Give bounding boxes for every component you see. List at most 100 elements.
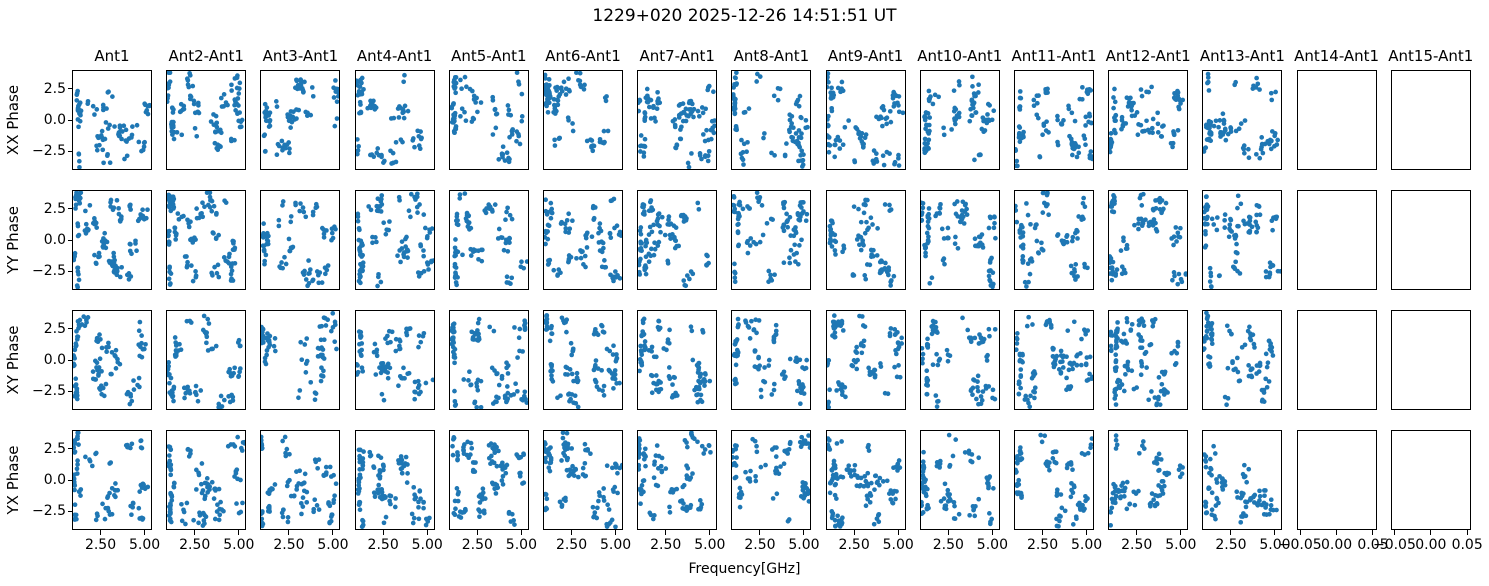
scatter-point bbox=[877, 475, 882, 481]
scatter-point bbox=[73, 449, 78, 455]
scatter-point bbox=[768, 272, 774, 278]
scatter-point bbox=[941, 132, 947, 138]
scatter-point bbox=[575, 404, 581, 409]
scatter-point bbox=[747, 106, 752, 111]
scatter-point bbox=[124, 391, 130, 397]
scatter-point bbox=[1151, 217, 1157, 222]
scatter-point bbox=[740, 206, 746, 212]
scatter-point bbox=[665, 260, 671, 266]
scatter-point bbox=[329, 512, 335, 518]
scatter-point bbox=[104, 344, 109, 350]
scatter-point bbox=[654, 106, 660, 112]
scatter-point bbox=[707, 443, 712, 449]
scatter-point bbox=[732, 475, 738, 481]
scatter-point bbox=[651, 475, 657, 480]
scatter-point bbox=[667, 504, 673, 510]
scatter-point bbox=[322, 235, 327, 240]
scatter-point bbox=[1073, 230, 1078, 236]
scatter-point bbox=[187, 391, 193, 396]
scatter-point bbox=[167, 192, 172, 198]
scatter-point bbox=[194, 133, 200, 139]
scatter-point bbox=[1085, 450, 1091, 456]
scatter-point bbox=[774, 445, 780, 450]
scatter-point bbox=[514, 388, 520, 394]
scatter-point bbox=[222, 198, 228, 204]
scatter-point bbox=[232, 260, 238, 266]
scatter-point bbox=[754, 443, 760, 449]
scatter-point bbox=[1255, 81, 1261, 87]
scatter-point bbox=[608, 235, 614, 240]
scatter-point bbox=[237, 80, 243, 86]
scatter-point bbox=[766, 268, 772, 274]
scatter-point bbox=[1246, 373, 1252, 379]
scatter-point bbox=[107, 160, 113, 166]
scatter-point bbox=[1257, 363, 1263, 369]
scatter-point bbox=[734, 362, 739, 368]
scatter-point bbox=[102, 516, 108, 522]
scatter-point bbox=[803, 481, 809, 487]
scatter-point bbox=[374, 150, 379, 156]
scatter-point bbox=[493, 491, 499, 496]
scatter-point bbox=[1222, 217, 1228, 223]
scatter-point bbox=[733, 75, 738, 80]
scatter-point bbox=[219, 95, 224, 101]
scatter-point bbox=[222, 397, 227, 403]
scatter-points bbox=[261, 199, 339, 289]
scatter-point bbox=[791, 233, 797, 239]
scatter-point bbox=[94, 107, 100, 112]
scatter-point bbox=[1155, 121, 1161, 127]
scatter-point bbox=[93, 261, 99, 267]
scatter-point bbox=[212, 264, 218, 270]
scatter-point bbox=[833, 388, 839, 393]
scatter-point bbox=[461, 442, 467, 447]
scatter-point bbox=[297, 388, 303, 393]
scatter-point bbox=[261, 221, 267, 226]
scatter-point bbox=[615, 470, 620, 476]
scatter-point bbox=[743, 469, 749, 475]
scatter-point bbox=[1172, 90, 1178, 96]
scatter-point bbox=[969, 392, 975, 398]
scatter-point bbox=[190, 83, 196, 89]
scatter-point bbox=[75, 462, 80, 467]
scatter-point bbox=[478, 378, 484, 384]
scatter-point bbox=[565, 444, 570, 449]
scatter-point bbox=[1238, 201, 1244, 207]
scatter-point bbox=[855, 233, 861, 239]
scatter-point bbox=[167, 71, 173, 76]
scatter-point bbox=[947, 462, 953, 468]
scatter-points bbox=[167, 313, 243, 409]
scatter-point bbox=[103, 120, 109, 125]
scatter-point bbox=[799, 237, 805, 243]
scatter-point bbox=[1070, 366, 1075, 372]
scatter-point bbox=[462, 508, 468, 513]
scatter-point bbox=[837, 146, 842, 151]
scatter-panel bbox=[919, 190, 1000, 290]
scatter-point bbox=[549, 373, 554, 378]
scatter-point bbox=[597, 221, 603, 226]
scatter-point bbox=[184, 500, 190, 506]
scatter-point bbox=[214, 212, 219, 217]
scatter-point bbox=[522, 326, 528, 332]
scatter-point bbox=[607, 230, 613, 236]
scatter-point bbox=[360, 86, 366, 92]
scatter-point bbox=[976, 243, 981, 249]
scatter-point bbox=[191, 101, 197, 107]
scatter-point bbox=[504, 274, 510, 280]
scatter-point bbox=[504, 150, 510, 156]
scatter-point bbox=[382, 495, 388, 500]
scatter-point bbox=[494, 482, 499, 488]
scatter-point bbox=[1137, 195, 1143, 201]
scatter-point bbox=[548, 368, 553, 374]
scatter-point bbox=[957, 219, 963, 225]
scatter-point bbox=[368, 207, 373, 213]
scatter-point bbox=[1069, 487, 1074, 493]
scatter-point bbox=[262, 261, 268, 267]
scatter-point bbox=[973, 396, 979, 402]
scatter-point bbox=[920, 459, 926, 465]
scatter-point bbox=[894, 374, 900, 380]
scatter-point bbox=[238, 366, 243, 371]
scatter-point bbox=[663, 232, 668, 238]
scatter-point bbox=[421, 212, 426, 217]
scatter-point bbox=[682, 216, 687, 221]
scatter-point bbox=[791, 227, 797, 233]
